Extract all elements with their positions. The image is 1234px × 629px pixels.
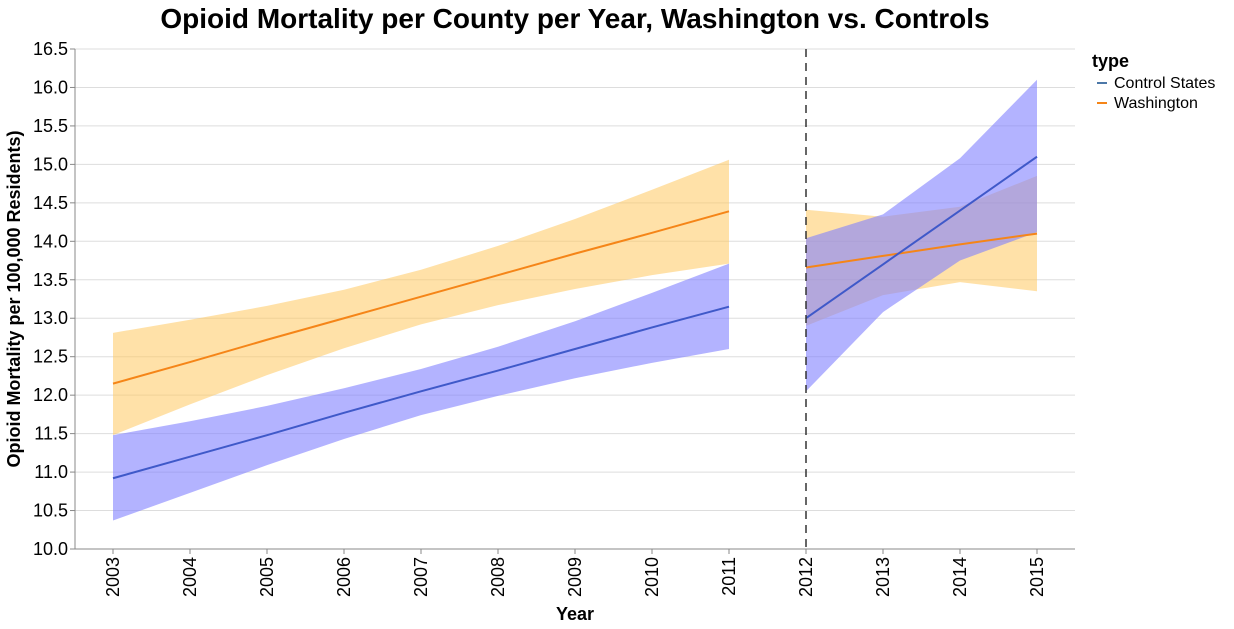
series-line-control-states-post	[805, 155, 1038, 320]
y-tick-label: 13.5	[33, 270, 68, 290]
legend-title: type	[1092, 51, 1129, 71]
legend-label-control-states: Control States	[1114, 75, 1215, 92]
x-tick-label: 2014	[950, 557, 970, 597]
x-tick-label: 2005	[257, 557, 277, 597]
y-tick-label: 14.0	[33, 231, 68, 251]
y-tick-label: 12.5	[33, 347, 68, 367]
y-tick-label: 11.5	[34, 424, 68, 444]
series-line-washington-pre	[112, 210, 730, 385]
y-tick-label: 13.0	[33, 308, 68, 328]
y-tick-label: 10.0	[33, 539, 68, 559]
trend-lines	[112, 155, 1038, 480]
x-tick-label: 2012	[796, 557, 816, 597]
series-line-washington-post	[805, 232, 1038, 269]
x-tick-label: 2011	[719, 557, 739, 596]
axes: 10.0 10.5 11.0 11.5 12.0 12.5 13.0 13.5 14.0 14.5…	[33, 39, 1075, 597]
legend: type Control States Washington	[1092, 51, 1215, 112]
x-axis-title: Year	[556, 604, 594, 624]
y-tick-label: 12.0	[33, 385, 68, 405]
y-tick-label: 15.5	[33, 116, 68, 136]
x-tick-label: 2015	[1027, 557, 1047, 597]
y-tick-label: 10.5	[33, 501, 68, 521]
y-tick-label: 16.0	[33, 77, 68, 97]
y-tick-label: 15.0	[33, 154, 68, 174]
x-tick-label: 2007	[411, 557, 431, 597]
series-line-control-states-pre	[112, 305, 730, 480]
x-tick-label: 2009	[565, 557, 585, 597]
x-tick-label: 2010	[642, 557, 662, 597]
confidence-band-control-states-post	[806, 79, 1037, 392]
y-tick-label: 11.0	[34, 462, 68, 482]
x-tick-label: 2004	[180, 557, 200, 597]
confidence-bands	[113, 79, 1037, 521]
legend-label-washington: Washington	[1114, 95, 1198, 112]
chart-title: Opioid Mortality per County per Year, Wa…	[160, 3, 989, 34]
x-tick-label: 2008	[488, 557, 508, 597]
x-tick-label: 2013	[873, 557, 893, 597]
y-tick-label: 14.5	[33, 193, 68, 213]
y-axis-title: Opioid Mortality per 100,000 Residents)	[4, 130, 24, 467]
y-tick-label: 16.5	[33, 39, 68, 59]
x-tick-label: 2006	[334, 557, 354, 597]
x-tick-label: 2003	[103, 557, 123, 597]
